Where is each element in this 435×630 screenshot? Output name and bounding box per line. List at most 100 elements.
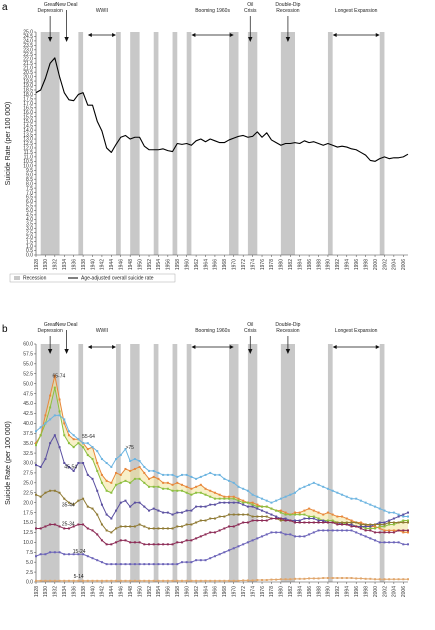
x-tick-label: 1928 — [34, 259, 40, 270]
y-tick-label: 32.5 — [23, 451, 33, 457]
data-point — [152, 543, 155, 546]
data-point — [298, 511, 301, 514]
data-point — [152, 527, 155, 530]
data-point — [157, 509, 160, 512]
data-point — [275, 515, 278, 518]
data-point — [392, 523, 395, 526]
arrow-head-icon — [191, 345, 196, 349]
data-point — [383, 541, 386, 544]
data-point — [303, 517, 306, 520]
data-point — [119, 563, 122, 566]
data-point — [185, 523, 188, 526]
data-point — [185, 491, 188, 494]
data-point — [171, 563, 174, 566]
data-point — [388, 511, 391, 514]
data-point — [77, 462, 80, 464]
data-point — [138, 501, 141, 504]
recession-bar — [40, 32, 60, 255]
data-point — [91, 446, 94, 449]
recession-bar — [379, 344, 385, 582]
data-point — [82, 553, 85, 556]
arrow-head-icon — [112, 345, 117, 349]
x-tick-label: 1980 — [279, 586, 285, 597]
y-tick-label: 18.5 — [23, 88, 33, 94]
data-point — [279, 531, 282, 534]
y-tick-label: 25.0 — [23, 481, 33, 487]
data-point — [86, 579, 89, 582]
series-label: 55-64 — [82, 434, 95, 440]
data-point — [133, 477, 136, 480]
annotation-label: Oil — [247, 2, 253, 8]
y-tick-label: 10.5 — [23, 159, 33, 165]
data-point — [303, 485, 306, 488]
data-point — [293, 511, 296, 514]
data-point — [228, 495, 231, 498]
data-point — [110, 491, 113, 494]
data-point — [345, 495, 348, 498]
recession-bar — [229, 344, 239, 582]
data-point — [58, 410, 61, 413]
data-point — [308, 517, 311, 520]
data-point — [308, 533, 311, 536]
data-point — [133, 525, 136, 528]
data-point — [72, 438, 75, 441]
x-tick-label: 2004 — [392, 259, 398, 270]
data-point — [44, 491, 47, 494]
x-tick-label: 1938 — [81, 586, 87, 597]
data-point — [124, 579, 127, 582]
data-point — [242, 513, 245, 516]
x-tick-label: 1982 — [288, 586, 294, 597]
data-point — [176, 475, 179, 478]
data-point — [293, 513, 296, 516]
data-point — [303, 535, 306, 538]
data-point — [67, 527, 70, 530]
data-point — [67, 434, 70, 437]
data-point — [378, 507, 381, 510]
data-point — [166, 481, 169, 484]
x-tick-label: 1986 — [307, 586, 313, 597]
data-point — [129, 481, 132, 484]
data-point — [355, 577, 358, 580]
arrow-head-icon — [248, 349, 253, 354]
data-point — [35, 442, 37, 445]
data-point — [279, 509, 282, 512]
data-point — [72, 434, 75, 437]
data-point — [138, 465, 141, 468]
data-point — [100, 561, 103, 564]
data-point — [82, 579, 85, 582]
data-point — [110, 481, 113, 484]
annotation-label: WWII — [96, 328, 108, 334]
x-tick-label: 1984 — [297, 259, 303, 270]
annotation-label: New Deal — [56, 2, 78, 8]
data-point — [209, 517, 212, 520]
data-point — [171, 513, 174, 516]
data-point — [162, 487, 165, 490]
data-point — [86, 505, 89, 508]
data-point — [223, 495, 226, 498]
data-point — [232, 525, 235, 528]
data-point — [129, 563, 132, 566]
x-tick-label: 1936 — [71, 586, 77, 597]
data-point — [284, 578, 287, 581]
x-tick-label: 1978 — [269, 586, 275, 597]
x-tick-label: 1970 — [232, 259, 238, 270]
data-point — [77, 438, 80, 441]
x-tick-label: 1954 — [156, 586, 162, 597]
data-point — [86, 442, 89, 445]
annotation-label: Double-Dip — [275, 322, 300, 328]
data-point — [378, 525, 381, 528]
data-point — [49, 442, 52, 445]
data-point — [383, 578, 386, 581]
recession-bar — [172, 344, 178, 582]
x-tick-label: 1980 — [279, 259, 285, 270]
data-point — [265, 511, 268, 514]
data-point — [91, 507, 94, 510]
data-point — [143, 481, 146, 484]
y-tick-label: 42.5 — [23, 411, 33, 417]
data-point — [293, 491, 296, 494]
data-point — [115, 483, 118, 486]
data-point — [209, 579, 212, 582]
x-tick-label: 1974 — [250, 586, 256, 597]
data-point — [350, 577, 353, 580]
data-point — [129, 541, 132, 544]
